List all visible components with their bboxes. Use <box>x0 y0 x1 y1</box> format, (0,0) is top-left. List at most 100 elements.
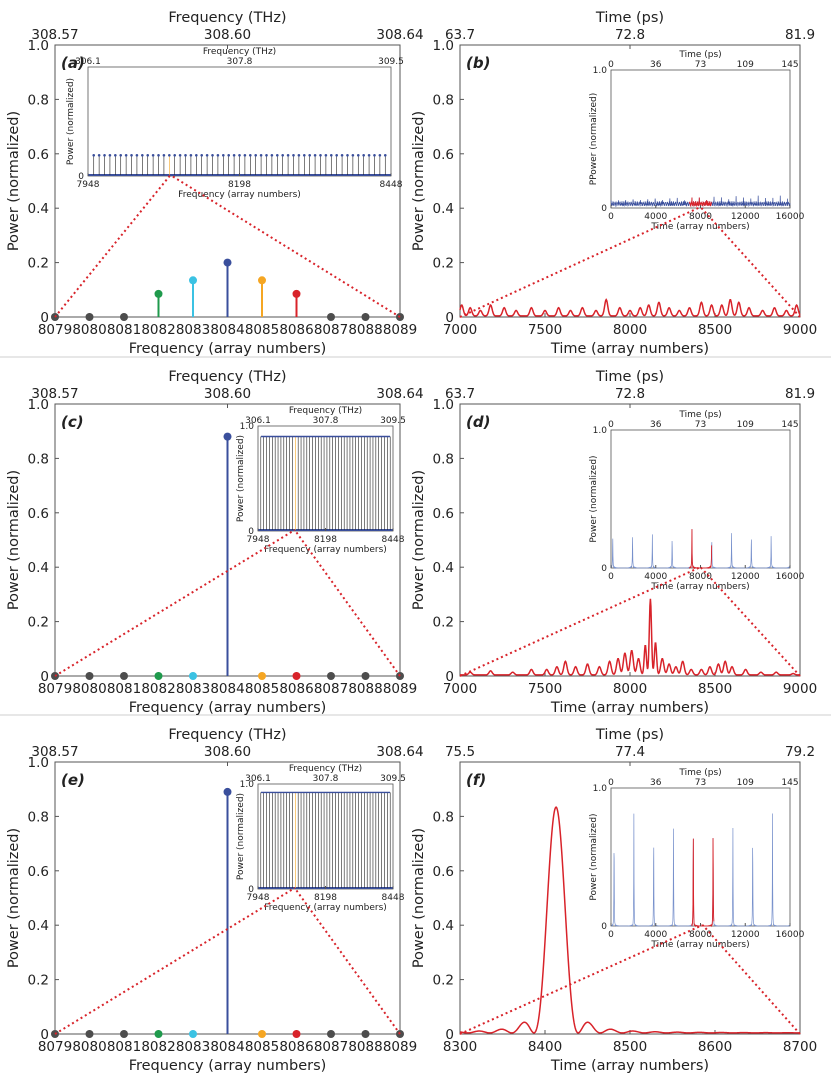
zoom-connector-left <box>459 924 704 1035</box>
inset-x-tick-label: 7948 <box>247 893 270 903</box>
series-line <box>459 806 801 1034</box>
inset-top-tick-label: 73 <box>695 60 706 70</box>
inset-x-tick-label: 16000 <box>776 930 805 940</box>
x-tick-label: 7000 <box>443 322 477 338</box>
series-line <box>459 298 801 317</box>
top-tick-label: 77.4 <box>615 744 645 760</box>
y-tick-label: 1.0 <box>433 38 454 54</box>
inset-top-tick-label: 36 <box>650 420 662 430</box>
inset-comb-marker <box>292 153 295 157</box>
x-axis-title: Frequency (array numbers) <box>129 700 327 716</box>
y-tick-label: 0.2 <box>28 256 49 272</box>
inset-x-tick-label: 16000 <box>776 572 805 582</box>
inset-comb-marker <box>270 153 274 157</box>
zoom-connector-left <box>54 174 172 318</box>
inset-trace-highlight <box>688 197 713 208</box>
inset-top-tick-label: 36 <box>650 778 662 788</box>
inset: 7948 8198 8448 0 306.1 307.8 309.5 Frequency (T… <box>66 47 404 200</box>
x-tick-label: 8082 <box>141 681 175 697</box>
inset-top-tick-label: 145 <box>781 60 798 70</box>
y-axis-title: Power (normalized) <box>411 828 427 968</box>
zoom-connector-right <box>701 924 801 1035</box>
x-tick-label: 8085 <box>245 1039 279 1055</box>
stem-marker <box>154 672 163 680</box>
inset-x-tick-label: 8198 <box>228 180 251 190</box>
y-tick-label: 0.6 <box>28 506 49 522</box>
x-tick-label: 8086 <box>279 681 313 697</box>
stem-marker <box>223 258 232 267</box>
x-tick-label: 8300 <box>443 1039 477 1055</box>
inset-comb-marker <box>162 153 166 157</box>
inset-top-tick-label: 109 <box>737 420 754 430</box>
x-tick-label: 8083 <box>176 1039 210 1055</box>
x-tick-label: 8083 <box>176 322 210 338</box>
inset-comb-marker <box>92 153 96 157</box>
top-tick-label: 75.5 <box>445 744 475 760</box>
top-tick-label: 63.7 <box>445 27 475 43</box>
inset-comb-marker <box>367 153 371 157</box>
y-tick-label: 0.8 <box>28 92 49 108</box>
x-tick-label: 7000 <box>443 681 477 697</box>
inset-frame <box>610 787 791 927</box>
top-tick-label: 79.2 <box>785 744 815 760</box>
inset-comb-marker <box>302 153 306 157</box>
inset-top-title: Time (ps) <box>678 768 721 778</box>
top-tick-label: 308.60 <box>204 386 251 402</box>
top-tick-label: 308.60 <box>204 744 251 760</box>
inset-x-tick-label: 8000 <box>689 212 712 222</box>
stem-marker <box>361 672 370 680</box>
y-tick-label: 0.8 <box>433 92 454 108</box>
inset-y-tick-label: 1.0 <box>240 780 255 790</box>
inset-comb-marker <box>157 153 160 157</box>
x-tick-label: 8089 <box>383 1039 417 1055</box>
top-axis-title: Time (ps) <box>595 369 664 385</box>
x-tick-label: 8079 <box>38 1039 72 1055</box>
inset-frame <box>257 783 394 890</box>
panel-label: (f) <box>466 771 486 789</box>
inset-comb-marker <box>351 153 355 157</box>
stem-marker <box>292 1030 301 1038</box>
inset-top-tick-label: 309.5 <box>380 774 406 784</box>
x-tick-label: 8000 <box>613 322 647 338</box>
y-tick-label: 0.6 <box>433 506 454 522</box>
y-tick-label: 1.0 <box>28 397 49 413</box>
stem-marker <box>292 289 301 298</box>
stem-marker <box>292 672 301 680</box>
inset-x-tick-label: 8448 <box>382 535 405 545</box>
inset-x-tick-label: 0 <box>608 572 614 582</box>
stem-marker <box>85 672 94 680</box>
top-tick-label: 308.64 <box>376 744 423 760</box>
inset-y-title: Power (normalized) <box>589 455 599 542</box>
panel-b: 7000 7500 8000 8500 900000.20.40.60.81.063.7… <box>411 10 817 357</box>
inset-y-title: Power (normalized) <box>236 793 246 880</box>
x-tick-label: 8088 <box>348 1039 382 1055</box>
inset-comb-marker <box>356 153 360 157</box>
inset-x-tick-label: 8000 <box>689 572 712 582</box>
y-tick-label: 0 <box>445 669 454 685</box>
inset-x-tick-label: 7948 <box>247 535 270 545</box>
stem-marker <box>154 1030 163 1038</box>
x-axis-title: Frequency (array numbers) <box>129 1058 327 1074</box>
inset-top-tick-label: 73 <box>695 420 706 430</box>
stem-marker <box>223 432 232 441</box>
x-tick-label: 7500 <box>528 681 562 697</box>
stem-marker <box>327 672 335 680</box>
top-axis-title: Time (ps) <box>595 10 664 26</box>
inset-frame <box>610 69 791 209</box>
x-tick-label: 8081 <box>107 1039 141 1055</box>
zoom-connector-left <box>54 887 296 1035</box>
x-tick-label: 8079 <box>38 681 72 697</box>
inset-y-tick-label: 0 <box>601 922 607 932</box>
zoom-connector-right <box>699 566 801 677</box>
inset-comb-marker <box>340 153 344 157</box>
inset-comb-marker <box>346 153 349 157</box>
inset-x-tick-label: 0 <box>608 930 614 940</box>
y-tick-label: 1.0 <box>28 755 49 771</box>
y-axis-title: Power (normalized) <box>6 111 22 251</box>
inset-x-tick-label: 8198 <box>314 535 337 545</box>
x-tick-label: 8400 <box>528 1039 562 1055</box>
